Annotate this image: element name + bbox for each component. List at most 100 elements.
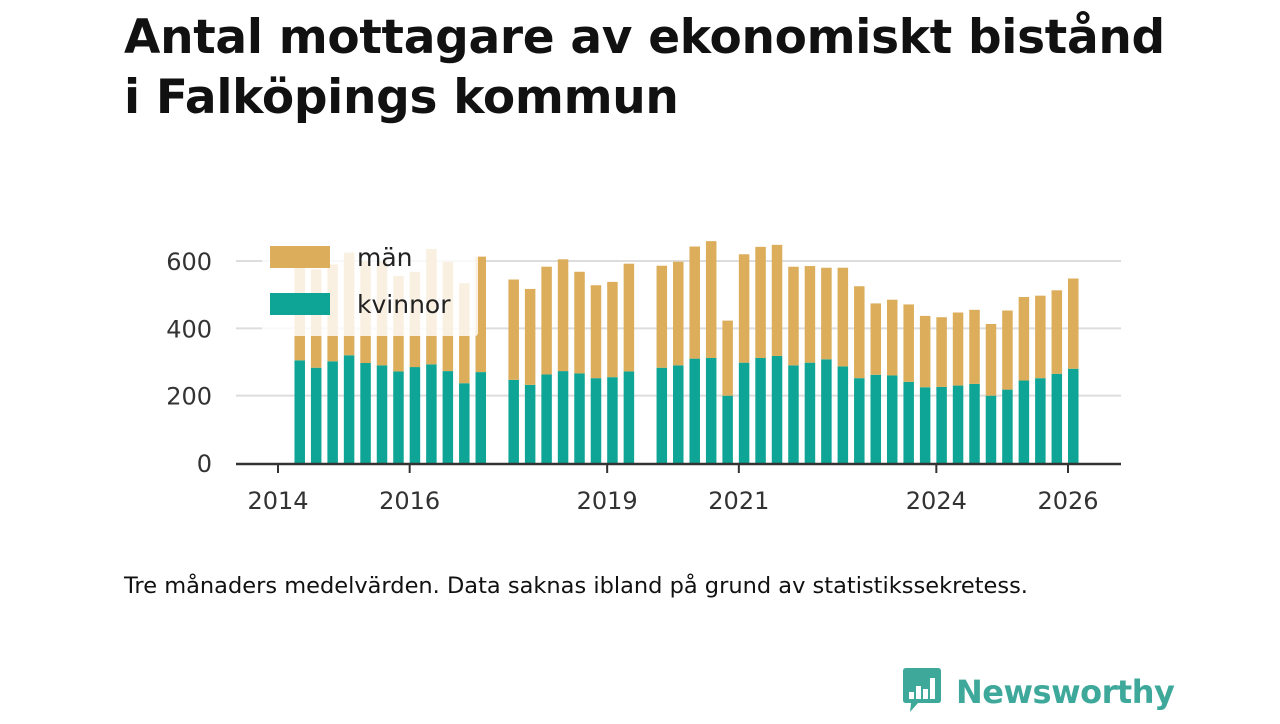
bar-kvinnor [409,367,421,463]
bar-man [969,309,980,384]
legend-label-kvinnor: kvinnor [357,290,451,319]
bar-man [738,254,750,363]
legend-swatch-kvinnor [270,293,330,315]
y-tick-label: 0 [197,450,212,478]
bar-kvinnor [837,366,849,463]
bar-kvinnor [771,355,783,463]
bar-kvinnor [705,357,717,463]
x-tick-label: 2026 [1037,487,1098,515]
bar-kvinnor [607,377,618,463]
bar-man [837,267,849,367]
bar-kvinnor [623,371,635,463]
bar-man [903,304,914,382]
x-tick-label: 2019 [577,487,638,515]
bar-kvinnor [426,364,437,463]
bar-man [1068,278,1079,369]
bar-kvinnor [393,371,404,463]
bar-kvinnor [689,358,700,463]
bar-man [919,315,931,388]
axis-layer: 0 200 400 600 2014 2016 2019 2021 2024 2026 [166,248,1121,515]
bar-man [804,266,816,363]
bar-man [607,281,618,378]
bar-man [755,246,766,358]
bar-kvinnor [985,395,997,463]
bar-kvinnor [1068,368,1079,463]
bar-kvinnor [919,387,931,463]
bar-kvinnor [854,378,865,463]
bar-kvinnor [804,362,816,463]
bar-kvinnor [442,371,454,463]
brand-name: Newsworthy [956,673,1175,711]
bar-man [623,263,635,372]
bar-kvinnor [1002,389,1013,463]
bar-man [722,320,733,396]
bar-kvinnor [294,360,305,463]
bar-kvinnor [969,383,980,463]
bar-man [590,285,602,379]
bar-man [574,271,585,374]
bar-man [508,279,519,380]
newsworthy-brand: Newsworthy [902,666,1175,718]
bar-man [557,259,569,372]
bar-kvinnor [557,371,569,463]
bar-kvinnor [475,372,487,463]
bar-kvinnor [1035,378,1046,463]
bar-kvinnor [738,362,750,463]
x-tick-label: 2021 [708,487,769,515]
bar-man [886,299,898,376]
bar-kvinnor [310,367,322,463]
bar-man [936,317,947,387]
bar-kvinnor [524,384,536,463]
legend-label-man: män [357,243,413,272]
bar-kvinnor [886,375,898,463]
bar-man [541,266,552,375]
newsworthy-logo-icon [902,666,942,718]
bar-man [1051,290,1063,374]
legend-swatch-man [270,246,330,268]
bar-man [705,241,717,358]
legend: män kvinnor [262,232,478,336]
bar-man [788,266,799,366]
bar-man [854,286,865,379]
bar-kvinnor [376,365,388,463]
bar-man [524,288,536,385]
bar-man [475,256,487,373]
y-tick-label: 600 [166,248,212,276]
bar-kvinnor [936,386,947,463]
bar-kvinnor [952,385,964,463]
bar-man [870,303,882,375]
bar-kvinnor [508,379,519,463]
bar-kvinnor [327,361,338,463]
chart-title-line-2: i Falköpings kommun [124,70,679,125]
bar-kvinnor [1018,380,1030,463]
bar-man [1018,297,1030,381]
bar-kvinnor [343,355,355,463]
bar-kvinnor [755,357,766,463]
bar-man [985,323,997,396]
bar-kvinnor [574,373,585,463]
bar-kvinnor [1051,373,1063,463]
bar-man [952,312,964,386]
bar-kvinnor [821,359,832,463]
bar-kvinnor [459,383,470,463]
bar-man [656,265,668,368]
bar-kvinnor [360,363,371,463]
bar-man [673,261,684,366]
chart-caption: Tre månaders medelvärden. Data saknas ib… [124,573,1028,599]
bar-man [1035,295,1046,379]
y-tick-label: 200 [166,383,212,411]
bar-man [689,246,700,359]
bar-kvinnor [788,365,799,463]
chart-title-line-1: Antal mottagare av ekonomiskt bistånd [124,10,1165,65]
chart-title: Antal mottagare av ekonomiskt bistånd i … [124,8,1224,128]
bar-man [821,267,832,360]
x-tick-label: 2014 [247,487,308,515]
y-tick-label: 400 [166,315,212,343]
x-tick-label: 2024 [906,487,967,515]
bar-man [771,244,783,356]
x-tick-label: 2016 [379,487,440,515]
bar-kvinnor [722,395,733,463]
bar-man [1002,310,1013,390]
